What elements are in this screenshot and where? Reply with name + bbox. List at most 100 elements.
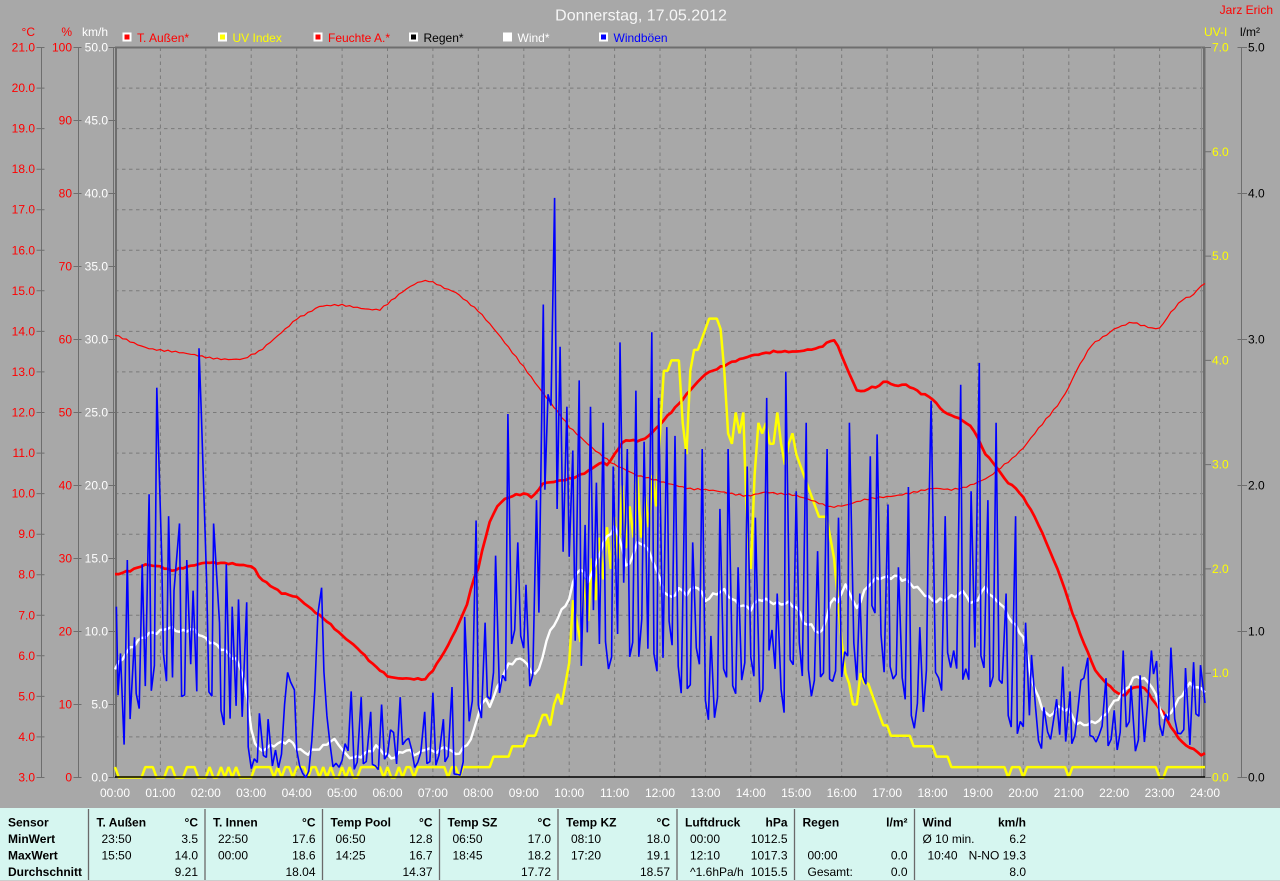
svg-text:5.0: 5.0 — [91, 698, 108, 712]
svg-text:19.0: 19.0 — [12, 122, 36, 136]
svg-text:23:50: 23:50 — [102, 832, 132, 846]
svg-text:Temp KZ: Temp KZ — [566, 816, 616, 830]
svg-text:21.0: 21.0 — [12, 41, 36, 55]
svg-text:0.0: 0.0 — [1248, 771, 1265, 785]
svg-text:15:50: 15:50 — [102, 849, 132, 863]
svg-text:07:00: 07:00 — [418, 786, 448, 800]
svg-text:10:40: 10:40 — [928, 849, 958, 863]
svg-text:16.0: 16.0 — [12, 243, 36, 257]
svg-text:04:00: 04:00 — [282, 786, 312, 800]
svg-text:°C: °C — [657, 816, 671, 830]
svg-text:15.0: 15.0 — [12, 284, 36, 298]
svg-text:Luftdruck: Luftdruck — [685, 816, 741, 830]
svg-text:14:00: 14:00 — [736, 786, 766, 800]
svg-text:11:00: 11:00 — [600, 786, 629, 800]
svg-text:6.2: 6.2 — [1009, 832, 1026, 846]
svg-text:45.0: 45.0 — [85, 114, 109, 128]
svg-text:17:20: 17:20 — [571, 849, 601, 863]
svg-text:14.37: 14.37 — [402, 865, 432, 879]
svg-text:22:00: 22:00 — [1099, 786, 1129, 800]
svg-text:l/m²: l/m² — [1240, 25, 1260, 39]
svg-text:6.0: 6.0 — [18, 649, 35, 663]
svg-text:Donnerstag, 17.05.2012: Donnerstag, 17.05.2012 — [555, 8, 727, 25]
svg-text:09:00: 09:00 — [509, 786, 539, 800]
svg-text:3.0: 3.0 — [1248, 333, 1265, 347]
svg-text:00:00: 00:00 — [690, 832, 720, 846]
svg-text:0.0: 0.0 — [1212, 771, 1229, 785]
svg-text:km/h: km/h — [82, 25, 108, 39]
svg-text:20.0: 20.0 — [85, 479, 109, 493]
svg-text:Regen: Regen — [803, 816, 840, 830]
svg-text:9.21: 9.21 — [175, 865, 199, 879]
svg-text:°C: °C — [302, 816, 316, 830]
svg-text:14:25: 14:25 — [336, 849, 366, 863]
svg-text:T. Außen: T. Außen — [97, 816, 147, 830]
svg-text:100: 100 — [52, 41, 72, 55]
svg-text:5.0: 5.0 — [18, 689, 35, 703]
svg-text:19:00: 19:00 — [963, 786, 993, 800]
svg-text:°C: °C — [538, 816, 552, 830]
svg-text:18:00: 18:00 — [917, 786, 947, 800]
svg-text:10.0: 10.0 — [85, 625, 109, 639]
svg-text:MaxWert: MaxWert — [8, 849, 58, 863]
svg-text:01:00: 01:00 — [145, 786, 175, 800]
svg-text:40.0: 40.0 — [85, 187, 109, 201]
svg-text:18.0: 18.0 — [647, 832, 671, 846]
svg-text:35.0: 35.0 — [85, 260, 109, 274]
svg-text:24:00: 24:00 — [1190, 786, 1220, 800]
svg-text:05:00: 05:00 — [327, 786, 357, 800]
svg-text:17.0: 17.0 — [528, 832, 552, 846]
svg-text:13.0: 13.0 — [12, 365, 36, 379]
svg-text:40: 40 — [59, 479, 73, 493]
svg-text:10.0: 10.0 — [12, 487, 36, 501]
svg-text:20: 20 — [59, 625, 73, 639]
svg-text:hPa: hPa — [765, 816, 787, 830]
svg-text:°C: °C — [185, 816, 199, 830]
svg-text:18.04: 18.04 — [285, 865, 315, 879]
svg-text:Durchschnitt: Durchschnitt — [8, 865, 82, 879]
svg-text:1.0: 1.0 — [1248, 625, 1265, 639]
svg-text:°C: °C — [419, 816, 433, 830]
svg-text:Wind*: Wind* — [518, 31, 550, 45]
svg-text:22:50: 22:50 — [218, 832, 248, 846]
svg-text:03:00: 03:00 — [236, 786, 266, 800]
svg-text:12.0: 12.0 — [12, 406, 36, 420]
svg-text:Temp Pool: Temp Pool — [331, 816, 391, 830]
svg-text:UV Index: UV Index — [233, 31, 282, 45]
svg-text:9.0: 9.0 — [18, 527, 35, 541]
svg-text:T. Innen: T. Innen — [213, 816, 258, 830]
svg-text:00:00: 00:00 — [100, 786, 130, 800]
svg-text:Windböen: Windböen — [614, 31, 668, 45]
svg-text:1.0: 1.0 — [1212, 666, 1229, 680]
svg-text:06:50: 06:50 — [336, 832, 366, 846]
svg-text:N-NO 19.3: N-NO 19.3 — [969, 849, 1027, 863]
svg-text:14.0: 14.0 — [12, 324, 36, 338]
svg-text:11.0: 11.0 — [13, 446, 36, 460]
svg-text:80: 80 — [59, 187, 73, 201]
svg-text:Feuchte A.*: Feuchte A.* — [328, 31, 390, 45]
svg-text:90: 90 — [59, 114, 73, 128]
svg-text:17.72: 17.72 — [521, 865, 551, 879]
svg-text:3.0: 3.0 — [1212, 458, 1229, 472]
svg-text:18.2: 18.2 — [528, 849, 552, 863]
svg-text:^1.6hPa/h: ^1.6hPa/h — [690, 865, 744, 879]
svg-text:%: % — [61, 25, 72, 39]
svg-text:30: 30 — [59, 552, 73, 566]
svg-text:Temp SZ: Temp SZ — [448, 816, 498, 830]
svg-text:1015.5: 1015.5 — [751, 865, 788, 879]
svg-text:1017.3: 1017.3 — [751, 849, 788, 863]
svg-text:°C: °C — [22, 25, 36, 39]
svg-text:02:00: 02:00 — [191, 786, 221, 800]
svg-text:16.7: 16.7 — [409, 849, 433, 863]
svg-text:00:00: 00:00 — [218, 849, 248, 863]
svg-text:12:00: 12:00 — [645, 786, 675, 800]
svg-text:Ø 10 min.: Ø 10 min. — [923, 832, 975, 846]
svg-text:Wind: Wind — [923, 816, 952, 830]
svg-text:1012.5: 1012.5 — [751, 832, 788, 846]
svg-text:20.0: 20.0 — [12, 81, 36, 95]
svg-text:Gesamt:: Gesamt: — [808, 865, 853, 879]
svg-text:20:00: 20:00 — [1008, 786, 1038, 800]
svg-text:17.0: 17.0 — [12, 203, 36, 217]
svg-text:06:50: 06:50 — [453, 832, 483, 846]
svg-text:8.0: 8.0 — [18, 568, 35, 582]
